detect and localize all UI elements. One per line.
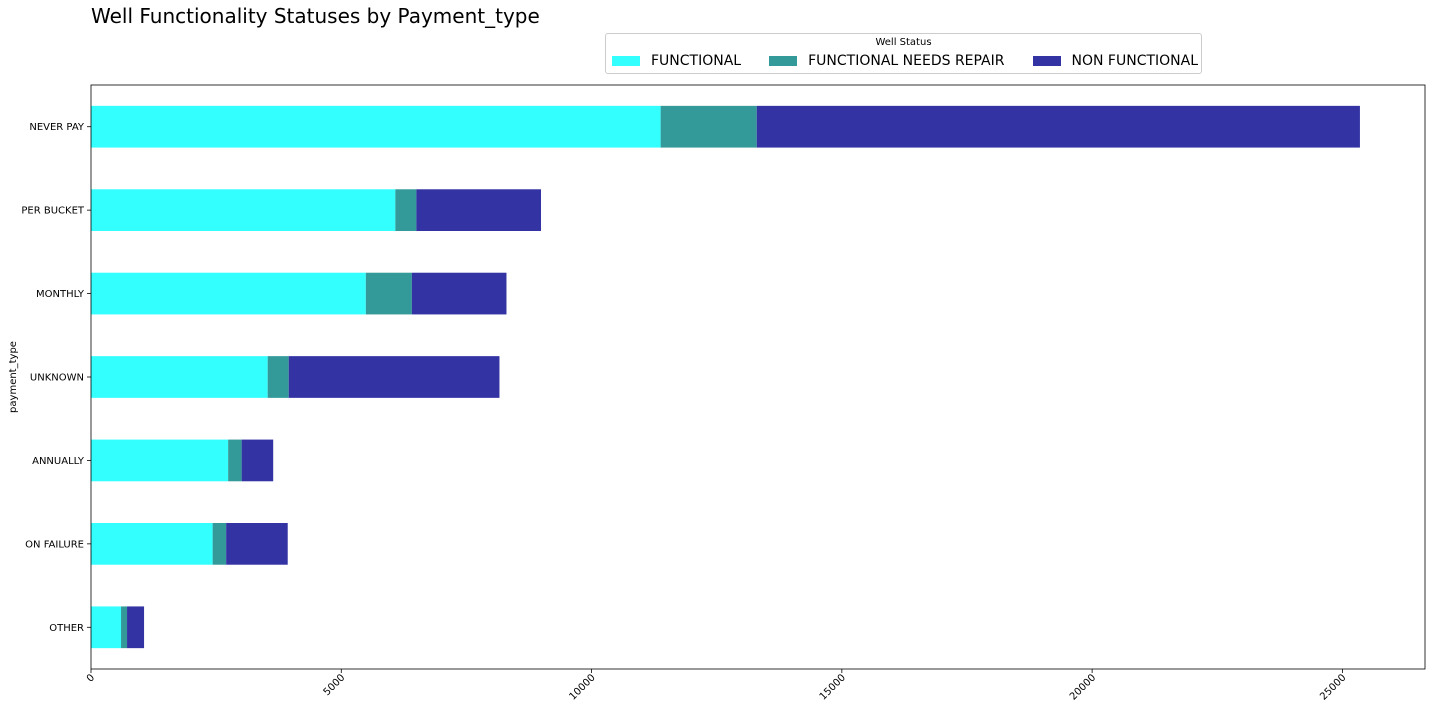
y-tick-label-monthly: MONTHLY [36, 289, 85, 300]
bar-per-bucket-non-functional [416, 189, 542, 231]
bar-unknown-non-functional [288, 356, 500, 398]
legend: Well Status FUNCTIONAL FUNCTIONAL NEEDS R… [605, 33, 1202, 74]
legend-label-functional-needs-repair: FUNCTIONAL NEEDS REPAIR [808, 53, 1005, 69]
y-tick-label-on-failure: ON FAILURE [25, 539, 84, 550]
bar-per-bucket-functional [91, 189, 396, 231]
bar-on-failure-non-functional [226, 523, 288, 565]
legend-swatch-functional-needs-repair [769, 56, 798, 66]
bar-on-failure-functional-needs-repair [212, 523, 227, 565]
bar-unknown-functional [91, 356, 268, 398]
x-tick-label-25000: 25000 [1318, 672, 1348, 702]
legend-entries: FUNCTIONAL FUNCTIONAL NEEDS REPAIR NON FUN… [612, 53, 1198, 69]
legend-swatch-non-functional [1032, 56, 1061, 66]
bar-other-functional-needs-repair [121, 606, 128, 649]
bar-other-functional [91, 606, 122, 649]
y-tick-label-per-bucket: PER BUCKET [21, 206, 85, 217]
bar-on-failure-functional [91, 523, 213, 565]
legend-title: Well Status [875, 37, 932, 48]
bar-monthly-functional [91, 272, 366, 315]
y-tick-label-annually: ANNUALLY [32, 456, 85, 467]
bars-layer [91, 105, 1360, 649]
legend-swatch-functional [612, 56, 640, 66]
bar-unknown-functional-needs-repair [267, 356, 289, 398]
bar-never-pay-non-functional [756, 105, 1360, 148]
bar-never-pay-functional-needs-repair [660, 105, 757, 148]
y-tick-label-never-pay: NEVER PAY [29, 122, 85, 133]
y-axis-label: payment_type [8, 341, 19, 413]
bar-annually-functional [91, 439, 229, 482]
x-tick-label-20000: 20000 [1068, 672, 1098, 702]
x-tick-label-15000: 15000 [818, 672, 848, 702]
legend-label-non-functional: NON FUNCTIONAL [1071, 53, 1199, 69]
legend-entry-functional-needs-repair: FUNCTIONAL NEEDS REPAIR [769, 53, 1005, 69]
y-tick-label-unknown: UNKNOWN [30, 373, 84, 384]
bar-other-non-functional [127, 606, 145, 649]
y-tick-label-other: OTHER [49, 623, 84, 634]
bar-per-bucket-functional-needs-repair [395, 189, 417, 231]
x-tick-label-0: 0 [85, 672, 97, 684]
bar-never-pay-functional [91, 105, 661, 148]
legend-entry-non-functional: NON FUNCTIONAL [1032, 53, 1199, 69]
bar-annually-functional-needs-repair [228, 439, 242, 482]
legend-entry-functional: FUNCTIONAL [612, 53, 741, 69]
x-tick-label-10000: 10000 [567, 672, 597, 702]
bar-monthly-non-functional [411, 272, 507, 315]
chart-title: Well Functionality Statuses by Payment_t… [91, 4, 540, 28]
legend-label-functional: FUNCTIONAL [651, 53, 742, 69]
bar-annually-non-functional [241, 439, 274, 482]
bar-monthly-functional-needs-repair [365, 272, 412, 315]
x-tick-label-5000: 5000 [322, 672, 348, 698]
